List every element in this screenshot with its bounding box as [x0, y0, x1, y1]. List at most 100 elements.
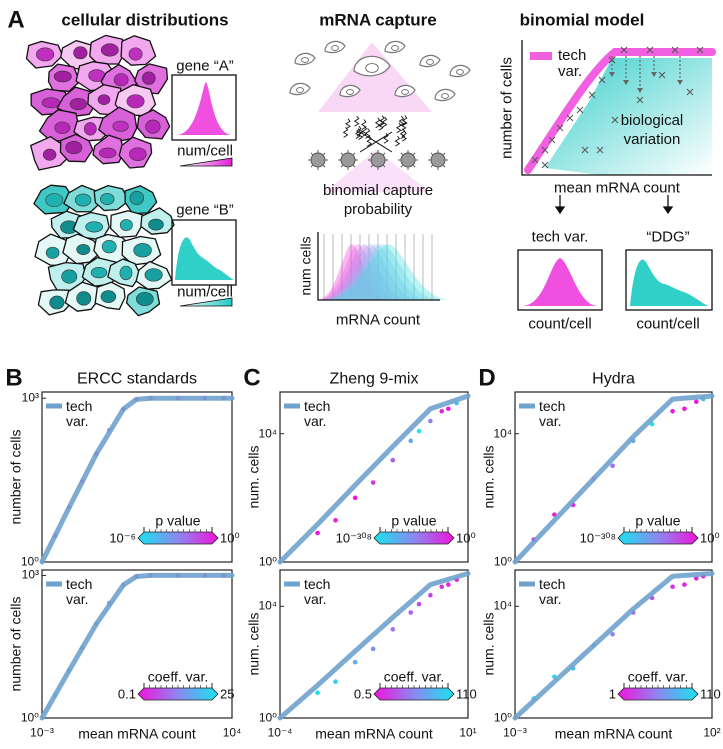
- y-tick-label: 10⁴: [493, 426, 512, 441]
- drop-head: [609, 72, 615, 77]
- x-tick-label: 10⁻³: [503, 725, 527, 740]
- colorbar-tick-label: 110: [456, 686, 477, 702]
- bead: [310, 152, 326, 168]
- nucleus: [53, 70, 72, 83]
- marker: [531, 156, 539, 164]
- point: [370, 646, 376, 652]
- colorbar-tick-label: 10⁰: [220, 530, 240, 546]
- mrna: [366, 135, 373, 147]
- point: [408, 610, 414, 615]
- panel-label: D: [478, 364, 496, 392]
- point: [694, 576, 699, 581]
- colorbar-tick-label: 25: [220, 686, 235, 702]
- legend-label: tech var.: [66, 398, 93, 429]
- chart-title: Hydra: [592, 370, 635, 388]
- point: [439, 409, 445, 414]
- y-axis-label: number of cells: [7, 596, 24, 692]
- cell-outline: [419, 54, 441, 68]
- nucleus-outline: [391, 45, 399, 51]
- y-axis-label: num. cells: [480, 445, 497, 509]
- distribution-shape: [176, 82, 232, 135]
- nucleus: [36, 47, 55, 62]
- nucleus: [76, 244, 91, 255]
- nucleus: [119, 265, 133, 281]
- point: [610, 463, 615, 469]
- point: [682, 406, 687, 412]
- marker: [541, 161, 549, 169]
- panel-label: C: [243, 364, 261, 392]
- nucleus: [83, 122, 97, 136]
- colorbar-tick-label: 0.5: [353, 686, 372, 702]
- bead: [340, 152, 356, 168]
- drop-head: [637, 88, 643, 93]
- colorbar-tick-label: 110: [700, 686, 721, 702]
- nucleus: [136, 291, 154, 307]
- colorbar: [373, 687, 455, 701]
- tech-curve: [512, 571, 715, 721]
- nucleus: [148, 218, 164, 231]
- colorbar-tick-label: 10⁻⁶: [109, 530, 136, 546]
- tech-curve: [277, 571, 471, 721]
- marker: [598, 76, 606, 84]
- x-axis-label: mean mRNA count: [554, 725, 673, 742]
- marker: [646, 46, 654, 54]
- legend-label: tech var.: [304, 576, 331, 607]
- capture-curve: [318, 244, 398, 300]
- point: [670, 409, 675, 414]
- axis-label: count/cell: [528, 315, 592, 333]
- nucleus: [142, 71, 156, 85]
- marker: [576, 106, 584, 114]
- x-tick-label: 10²: [703, 725, 721, 740]
- gene-label: gene “B”: [176, 201, 234, 219]
- nucleus: [49, 295, 65, 310]
- plot-frame: [279, 391, 469, 563]
- x-tick-label: 10⁻³: [30, 725, 54, 740]
- marker: [548, 136, 556, 144]
- legend-label: tech var.: [539, 398, 566, 429]
- bead: [400, 152, 416, 168]
- plot-frame: [41, 569, 233, 719]
- colorbar-tick-label: 1: [608, 686, 616, 702]
- nucleus: [54, 121, 71, 134]
- marker: [581, 146, 589, 154]
- y-tick-label: 10⁰: [258, 554, 277, 569]
- point: [315, 530, 320, 536]
- colorbar-tick-label: 10⁻³⁰⁸: [579, 530, 616, 546]
- nucleus: [97, 94, 111, 105]
- distribution-box: [171, 74, 237, 141]
- marker: [566, 114, 574, 122]
- panel-label: B: [5, 364, 23, 392]
- marker: [671, 46, 679, 54]
- mrna: [401, 115, 408, 126]
- marker: [620, 46, 628, 54]
- capture-curve: [321, 244, 431, 300]
- axis-label: num/cell: [177, 142, 233, 160]
- marker: [596, 146, 604, 154]
- tech-curve: [39, 572, 235, 721]
- axis: [317, 232, 440, 301]
- point: [333, 517, 338, 523]
- y-axis-label: num. cells: [480, 612, 497, 676]
- nucleus: [42, 148, 57, 161]
- marker: [611, 116, 619, 124]
- colorbar-label: p value: [391, 512, 437, 529]
- colorbar: [617, 687, 699, 701]
- mrna: [345, 118, 351, 130]
- colorbar-label: coeff. var.: [627, 668, 689, 685]
- cell-outline: [324, 40, 346, 54]
- nucleus: [113, 73, 129, 87]
- nucleus: [100, 193, 115, 205]
- colorbar-label: coeff. var.: [383, 668, 445, 685]
- variation-area: [545, 58, 712, 175]
- nucleus: [145, 119, 161, 134]
- legend-label: tech var.: [304, 398, 331, 429]
- nucleus-outline: [301, 57, 309, 63]
- nucleus: [133, 243, 152, 258]
- marker: [588, 91, 596, 99]
- nucleus: [73, 46, 88, 60]
- colorbar-tick-label: 0.1: [117, 686, 136, 702]
- mrna: [400, 120, 407, 131]
- point: [428, 592, 433, 598]
